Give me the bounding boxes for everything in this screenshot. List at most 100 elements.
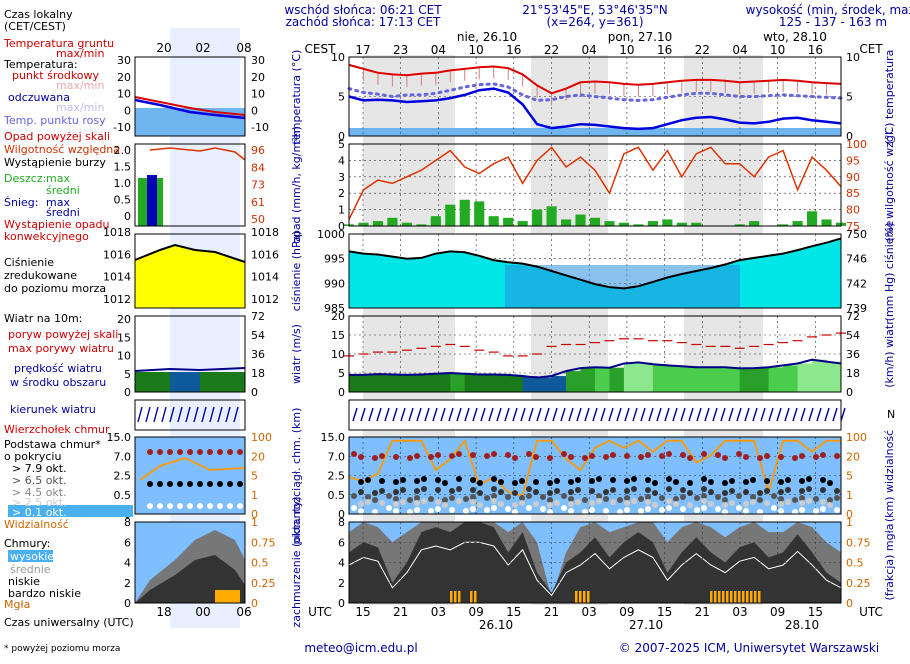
legend-very_low: bardzo niskie — [8, 587, 81, 600]
small-tick: 61 — [251, 196, 265, 209]
wind-arrow — [456, 407, 462, 422]
precip-bar — [358, 222, 369, 226]
precip-bar — [372, 221, 384, 226]
cloud-base-dot — [533, 454, 539, 460]
legend-rain: Deszcz: — [4, 172, 46, 185]
x-local-tick: 10 — [770, 43, 785, 57]
wind-speed-bar — [363, 374, 379, 392]
cloud-base-dot — [764, 453, 770, 459]
wind-speed-bar — [696, 367, 712, 392]
cloud-base-dot — [372, 455, 378, 461]
small-wind-arrow — [161, 406, 167, 423]
cloud-base-dot — [449, 488, 455, 494]
small-cloud-dot — [197, 449, 203, 455]
cloud-base-dot — [785, 499, 791, 505]
wind-arrow — [392, 407, 398, 422]
legend-temp_ground: Temperatura gruntu — [3, 37, 114, 50]
tick-label: 742 — [846, 277, 867, 290]
cloud-base-dot — [491, 498, 497, 504]
cloud-base-dot — [603, 454, 609, 460]
tick-label: 15 — [331, 329, 345, 342]
x-utc-tick: 15 — [506, 605, 521, 619]
cloud-base-dot — [701, 505, 707, 511]
small-tick: 8 — [124, 516, 131, 529]
tick-label: 0.5 — [846, 557, 864, 570]
wind-arrow — [408, 407, 414, 422]
wind-arrow — [384, 407, 390, 422]
legend-wind_dir: kierunek wiatru — [10, 403, 96, 416]
wind-speed-bar — [667, 365, 683, 392]
cloud-base-dot — [687, 480, 693, 486]
small-humidity — [149, 147, 246, 161]
wind-arrow — [832, 407, 838, 422]
cloud-base-dot — [547, 497, 553, 503]
cloud-base-dot — [778, 454, 784, 460]
wind-arrow — [672, 407, 678, 422]
cloud-base-dot — [449, 453, 455, 459]
small-pressure-area — [135, 245, 245, 308]
cloud-base-dot — [442, 480, 448, 486]
small-tick: 0 — [124, 597, 131, 610]
cloud-base-dot — [484, 507, 490, 513]
cloud-base-dot — [428, 508, 434, 514]
perceived-temperature-line — [348, 87, 842, 131]
tick-label: 0 — [338, 130, 345, 143]
wind-arrow — [792, 407, 798, 422]
small-tick: 2.0 — [114, 144, 132, 157]
cloud-base-dot — [813, 496, 819, 502]
cloud-base-dot — [638, 496, 644, 502]
tick-label: 0 — [338, 508, 345, 521]
cloud-base-dot — [491, 451, 497, 457]
precip-bar — [575, 214, 586, 226]
wind-speed-bar — [609, 367, 625, 392]
legend-maxmin2: max/min — [56, 101, 104, 114]
cloud-base-dot — [512, 480, 518, 486]
small-tick: 73 — [251, 179, 265, 192]
legend-conv1: Wystąpienie opadu — [4, 218, 109, 231]
small-tick: 54 — [251, 329, 265, 342]
small-frame — [134, 436, 246, 515]
small-tick: 30 — [251, 54, 265, 67]
tick-label: 739 — [846, 302, 867, 315]
cloud-base-dot — [428, 454, 434, 460]
cloud-base-dot — [407, 455, 413, 461]
axis-title: (km) widzialność — [883, 430, 896, 522]
cloud-base-dot — [785, 487, 791, 493]
panel-frame — [348, 233, 842, 309]
cloud-base-dot — [561, 505, 567, 511]
wind-speed-bar — [812, 359, 828, 392]
wind-arrow — [576, 407, 582, 422]
cloud-base-dot — [505, 506, 511, 512]
legend-conv2: konwekcyjnego — [4, 230, 89, 243]
cloud-base-dot — [778, 501, 784, 507]
precip-bar — [430, 216, 441, 226]
small-tick: 96 — [251, 144, 265, 157]
precip-bar — [806, 211, 818, 226]
cloud-base-dot — [589, 478, 595, 484]
cloud-base-dot — [470, 487, 476, 493]
cloud-base-dot — [519, 500, 525, 506]
cloud-base-dot — [568, 479, 574, 485]
x-utc-tick: 03 — [431, 605, 446, 619]
legend-clouds: Chmury: — [4, 537, 50, 550]
cloud-base-dot — [624, 478, 630, 484]
panel-frame — [348, 56, 842, 137]
wind-arrow — [352, 407, 358, 422]
tz-local-right: CET — [859, 42, 883, 56]
legend-storm: Wystąpienie burzy — [4, 156, 106, 169]
pressure-low-shade — [505, 265, 740, 308]
cloud-base-dot — [687, 502, 693, 508]
pressure-line — [348, 237, 842, 290]
tick-label: 6 — [338, 536, 345, 549]
wind-arrow — [696, 407, 702, 422]
wind-speed-bar — [826, 361, 842, 392]
wind-arrow — [376, 407, 382, 422]
cloud-base-dot — [757, 455, 763, 461]
legend-pressure2: zredukowane — [4, 269, 77, 282]
tick-label: 5 — [338, 367, 345, 380]
tick-label: 100 — [846, 431, 867, 444]
wind-arrow — [608, 407, 614, 422]
elevation-title: wysokość (min, środek, max) — [746, 3, 910, 17]
cloud-base-dot — [715, 494, 721, 500]
